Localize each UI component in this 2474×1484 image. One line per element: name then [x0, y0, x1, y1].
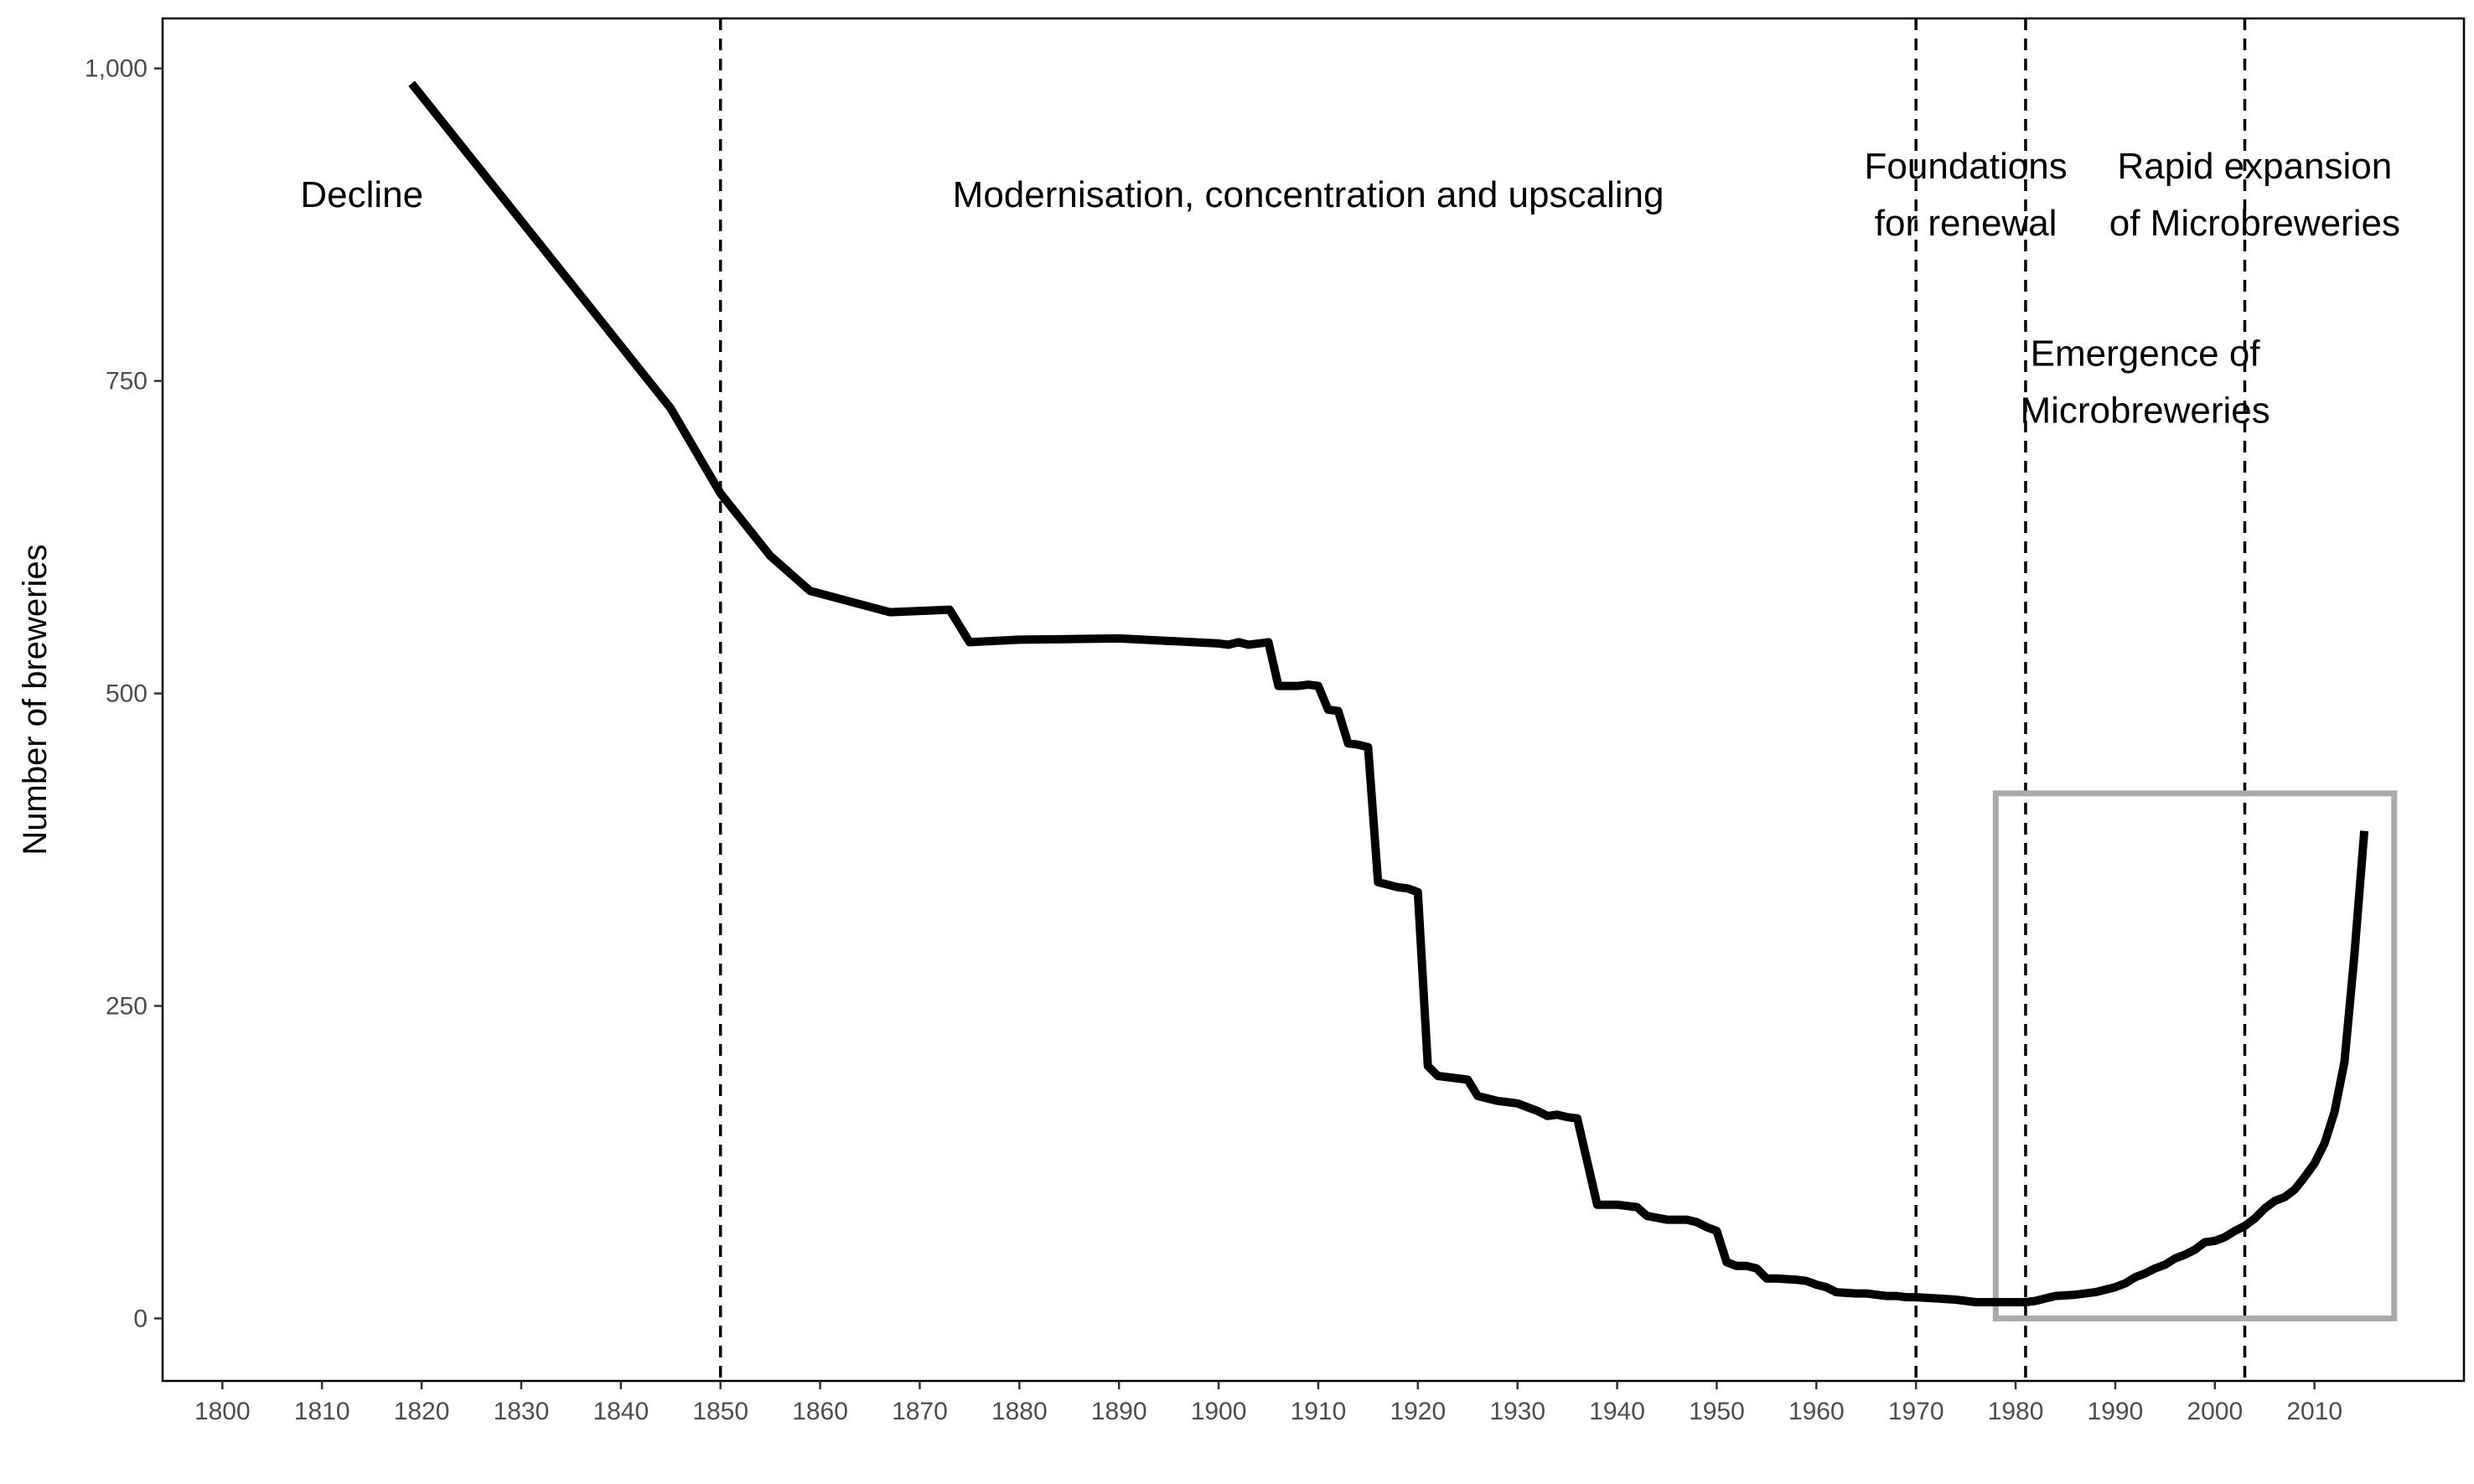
period-dividers	[718, 18, 2247, 1381]
x-axis: 1800 1810 1820 1830 1840 1850 1860 1870 1880 1890…	[194, 1381, 2342, 1425]
annotation-text: Emergence of	[2031, 334, 2261, 375]
x-tick-label: 1890	[1091, 1398, 1147, 1425]
annotations: Decline Modernisation, concentration and …	[300, 146, 2400, 432]
annotation-text: Rapid expansion	[2117, 146, 2392, 187]
x-tick-label: 1800	[194, 1398, 251, 1425]
y-tick-label: 0	[133, 1305, 148, 1332]
y-tick-label: 750	[106, 368, 148, 396]
x-tick-label: 1930	[1489, 1398, 1545, 1425]
x-tick-label: 1820	[394, 1398, 450, 1425]
x-tick-label: 1980	[1988, 1398, 2044, 1425]
annotation-text: for renewal	[1875, 203, 2057, 244]
x-tick-label: 1900	[1191, 1398, 1247, 1425]
x-tick-label: 1830	[494, 1398, 550, 1425]
x-tick-label: 1850	[692, 1398, 748, 1425]
x-tick-label: 1840	[593, 1398, 649, 1425]
y-tick-label: 250	[106, 992, 148, 1020]
x-tick-label: 2000	[2187, 1398, 2243, 1425]
x-tick-label: 1910	[1291, 1398, 1347, 1425]
x-tick-label: 1920	[1390, 1398, 1446, 1425]
annotation-text: Foundations	[1865, 146, 2068, 187]
plot-panel	[161, 17, 2466, 1383]
x-tick-label: 1860	[792, 1398, 848, 1425]
series-group	[408, 80, 2369, 1306]
series-line	[408, 80, 2369, 1306]
x-tick-label: 1970	[1888, 1398, 1944, 1425]
x-tick-label: 1940	[1589, 1398, 1645, 1425]
x-tick-label: 1870	[892, 1398, 948, 1425]
x-tick-label: 1950	[1689, 1398, 1745, 1425]
annotation-text: Decline	[300, 174, 423, 215]
y-tick-label: 1,000	[85, 55, 148, 83]
highlight-box-group	[1992, 790, 2398, 1321]
highlight-box	[1992, 790, 2398, 1321]
x-tick-label: 2010	[2286, 1398, 2342, 1425]
y-axis-title: Number of breweries	[17, 544, 54, 855]
annotation-text: of Microbreweries	[2109, 203, 2400, 244]
x-tick-label: 1960	[1788, 1398, 1845, 1425]
y-tick-label: 500	[106, 680, 148, 708]
annotation-text: Microbreweries	[2020, 390, 2270, 432]
annotation-text: Modernisation, concentration and upscali…	[953, 174, 1664, 215]
x-tick-label: 1880	[991, 1398, 1048, 1425]
x-tick-label: 1810	[294, 1398, 350, 1425]
x-tick-label: 1990	[2088, 1398, 2144, 1425]
y-axis: 0 250 500 750 1,000	[85, 55, 163, 1332]
